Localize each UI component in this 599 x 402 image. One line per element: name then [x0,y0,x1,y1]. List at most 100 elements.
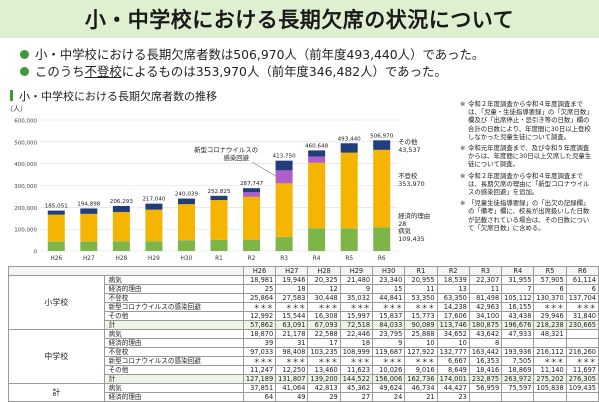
table-row-label: その他 [104,366,243,375]
x-tick-label: H29 [148,256,160,262]
x-tick-label: R2 [248,256,256,262]
bar-segment [113,206,130,212]
bar-segment [373,150,390,227]
table-cell: 103,235 [308,348,340,357]
table-cell: 130,370 [534,294,566,303]
y-tick-label: 100,000 [14,228,37,234]
table-cell: 276,305 [566,375,598,384]
table-cell: 18 [276,285,308,294]
bar-segment [145,241,162,251]
table-cell: 9 [373,339,405,348]
table-cell: 43,642 [469,330,501,339]
table-cell: 39 [243,339,275,348]
bar-segment [373,140,390,150]
table-cell: ＊＊＊ [308,303,340,312]
table-cell: 8,649 [437,366,469,375]
table-cell: 25 [243,285,275,294]
bar-total-label: 206,293 [110,199,134,205]
y-tick-label: 300,000 [14,184,37,190]
table-cell: 18,981 [243,276,275,285]
table-cell: 15,544 [276,312,308,321]
bullet-2-emph: 不登校 [85,64,122,79]
annotation-leader [252,162,276,176]
table-column-header: R1 [405,267,437,276]
table-cell: ＊＊＊ [340,303,372,312]
table-cell: 42,963 [469,303,501,312]
table-cell: 64 [243,393,275,402]
table-cell: 23,795 [373,330,405,339]
table-cell: 21 [405,393,437,402]
annotation-economic: 経済的理由 [398,211,430,220]
table-cell: 196,676 [502,321,534,330]
table-cell: 25,888 [405,330,437,339]
table-cell: ＊＊＊ [243,303,275,312]
bar-segment [276,237,293,251]
annotation-illness: 109,435 [398,235,424,243]
table-row-label: その他 [104,312,243,321]
annotation-covid: 感染回避 [223,153,249,162]
table-cell: 15,997 [340,312,372,321]
bar-segment [276,161,293,171]
table-cell: 27,583 [276,294,308,303]
table-cell: 16,353 [469,357,501,366]
table-cell: 263,972 [502,375,534,384]
table-cell: ＊＊＊ [276,303,308,312]
note-marker: ※ [460,100,465,108]
table-cell: 109,435 [566,384,598,393]
table-row-label: 病気 [104,330,243,339]
table-cell: 216,260 [566,348,598,357]
note-1-text: 令和２年度調査から令和４年度調査までは、「児童・生徒指導要録」の「欠席日数」欄及… [468,100,593,141]
table-cell: 17,606 [437,312,469,321]
table-cell: 18,416 [469,366,501,375]
bullet-2: このうち不登校によるものは353,970人（前年度346,482人）であった。 [20,62,447,80]
table-cell: 46,734 [405,384,437,393]
annotation-futoukou: 353,970 [398,180,424,188]
bar-total-label: 287,747 [240,181,264,187]
table-cell: 56,959 [469,384,501,393]
x-tick-label: R3 [280,256,288,262]
table-cell: 180,875 [469,321,501,330]
bar-total-label: 194,898 [77,201,101,207]
table-cell: 108,999 [340,348,372,357]
table-cell: ＊＊＊ [340,357,372,366]
table-cell [566,393,598,402]
table-cell: 37,851 [243,384,275,393]
table-cell: 34,100 [469,312,501,321]
table-cell: 11 [405,285,437,294]
table-cell: 218,238 [534,321,566,330]
bar-total-label: 413,750 [273,154,297,160]
annotation-covid: 新型コロナウイルスの [194,145,258,154]
table-cell: ＊＊＊ [534,357,566,366]
bullet-1: 小・中学校における長期欠席者数は506,970人（前年度493,440人）であっ… [20,45,484,63]
table-cell: 12,250 [276,366,308,375]
table-cell [534,339,566,348]
bullet-2-post: によるものは353,970人（前年度346,482人）であった。 [122,64,447,79]
note-1: ※令和２年度調査から令和４年度調査までは、「児童・生徒指導要録」の「欠席日数」欄… [460,100,595,141]
note-4-text: 「児童生徒指導要録」の「出欠の記録欄」の「備考」欄に、校長が出席扱いした日数が記… [468,199,589,232]
table-cell: 14,238 [437,303,469,312]
table-cell: 44,841 [373,294,405,303]
table-cell: 10,026 [373,366,405,375]
table-row-label: 不登校 [104,294,243,303]
table-cell: 156,006 [373,375,405,384]
x-tick-label: H28 [115,256,127,262]
table-corner [9,267,244,276]
table-cell: 119,687 [373,348,405,357]
table-cell: 19,946 [276,276,308,285]
table-row-label: 計 [104,375,243,384]
table-cell: 31,955 [502,276,534,285]
table-cell: 75,597 [502,384,534,393]
table-cell: 13 [437,285,469,294]
note-2-text: 令和元年度調査まで、及び令和５年度調査からは、年度間に30日以上欠席した児童生徒… [468,144,591,168]
bar-total-label: 240,039 [175,192,199,198]
table-cell: 17 [308,339,340,348]
bar-segment [80,208,97,213]
bar-total-label: 493,440 [338,136,362,142]
table-cell [566,339,598,348]
table-cell: 81,498 [469,294,501,303]
table-cell: ＊＊＊ [243,357,275,366]
table-cell: 42,813 [308,384,340,393]
x-tick-label: H27 [83,256,95,262]
bar-segment [341,143,358,152]
